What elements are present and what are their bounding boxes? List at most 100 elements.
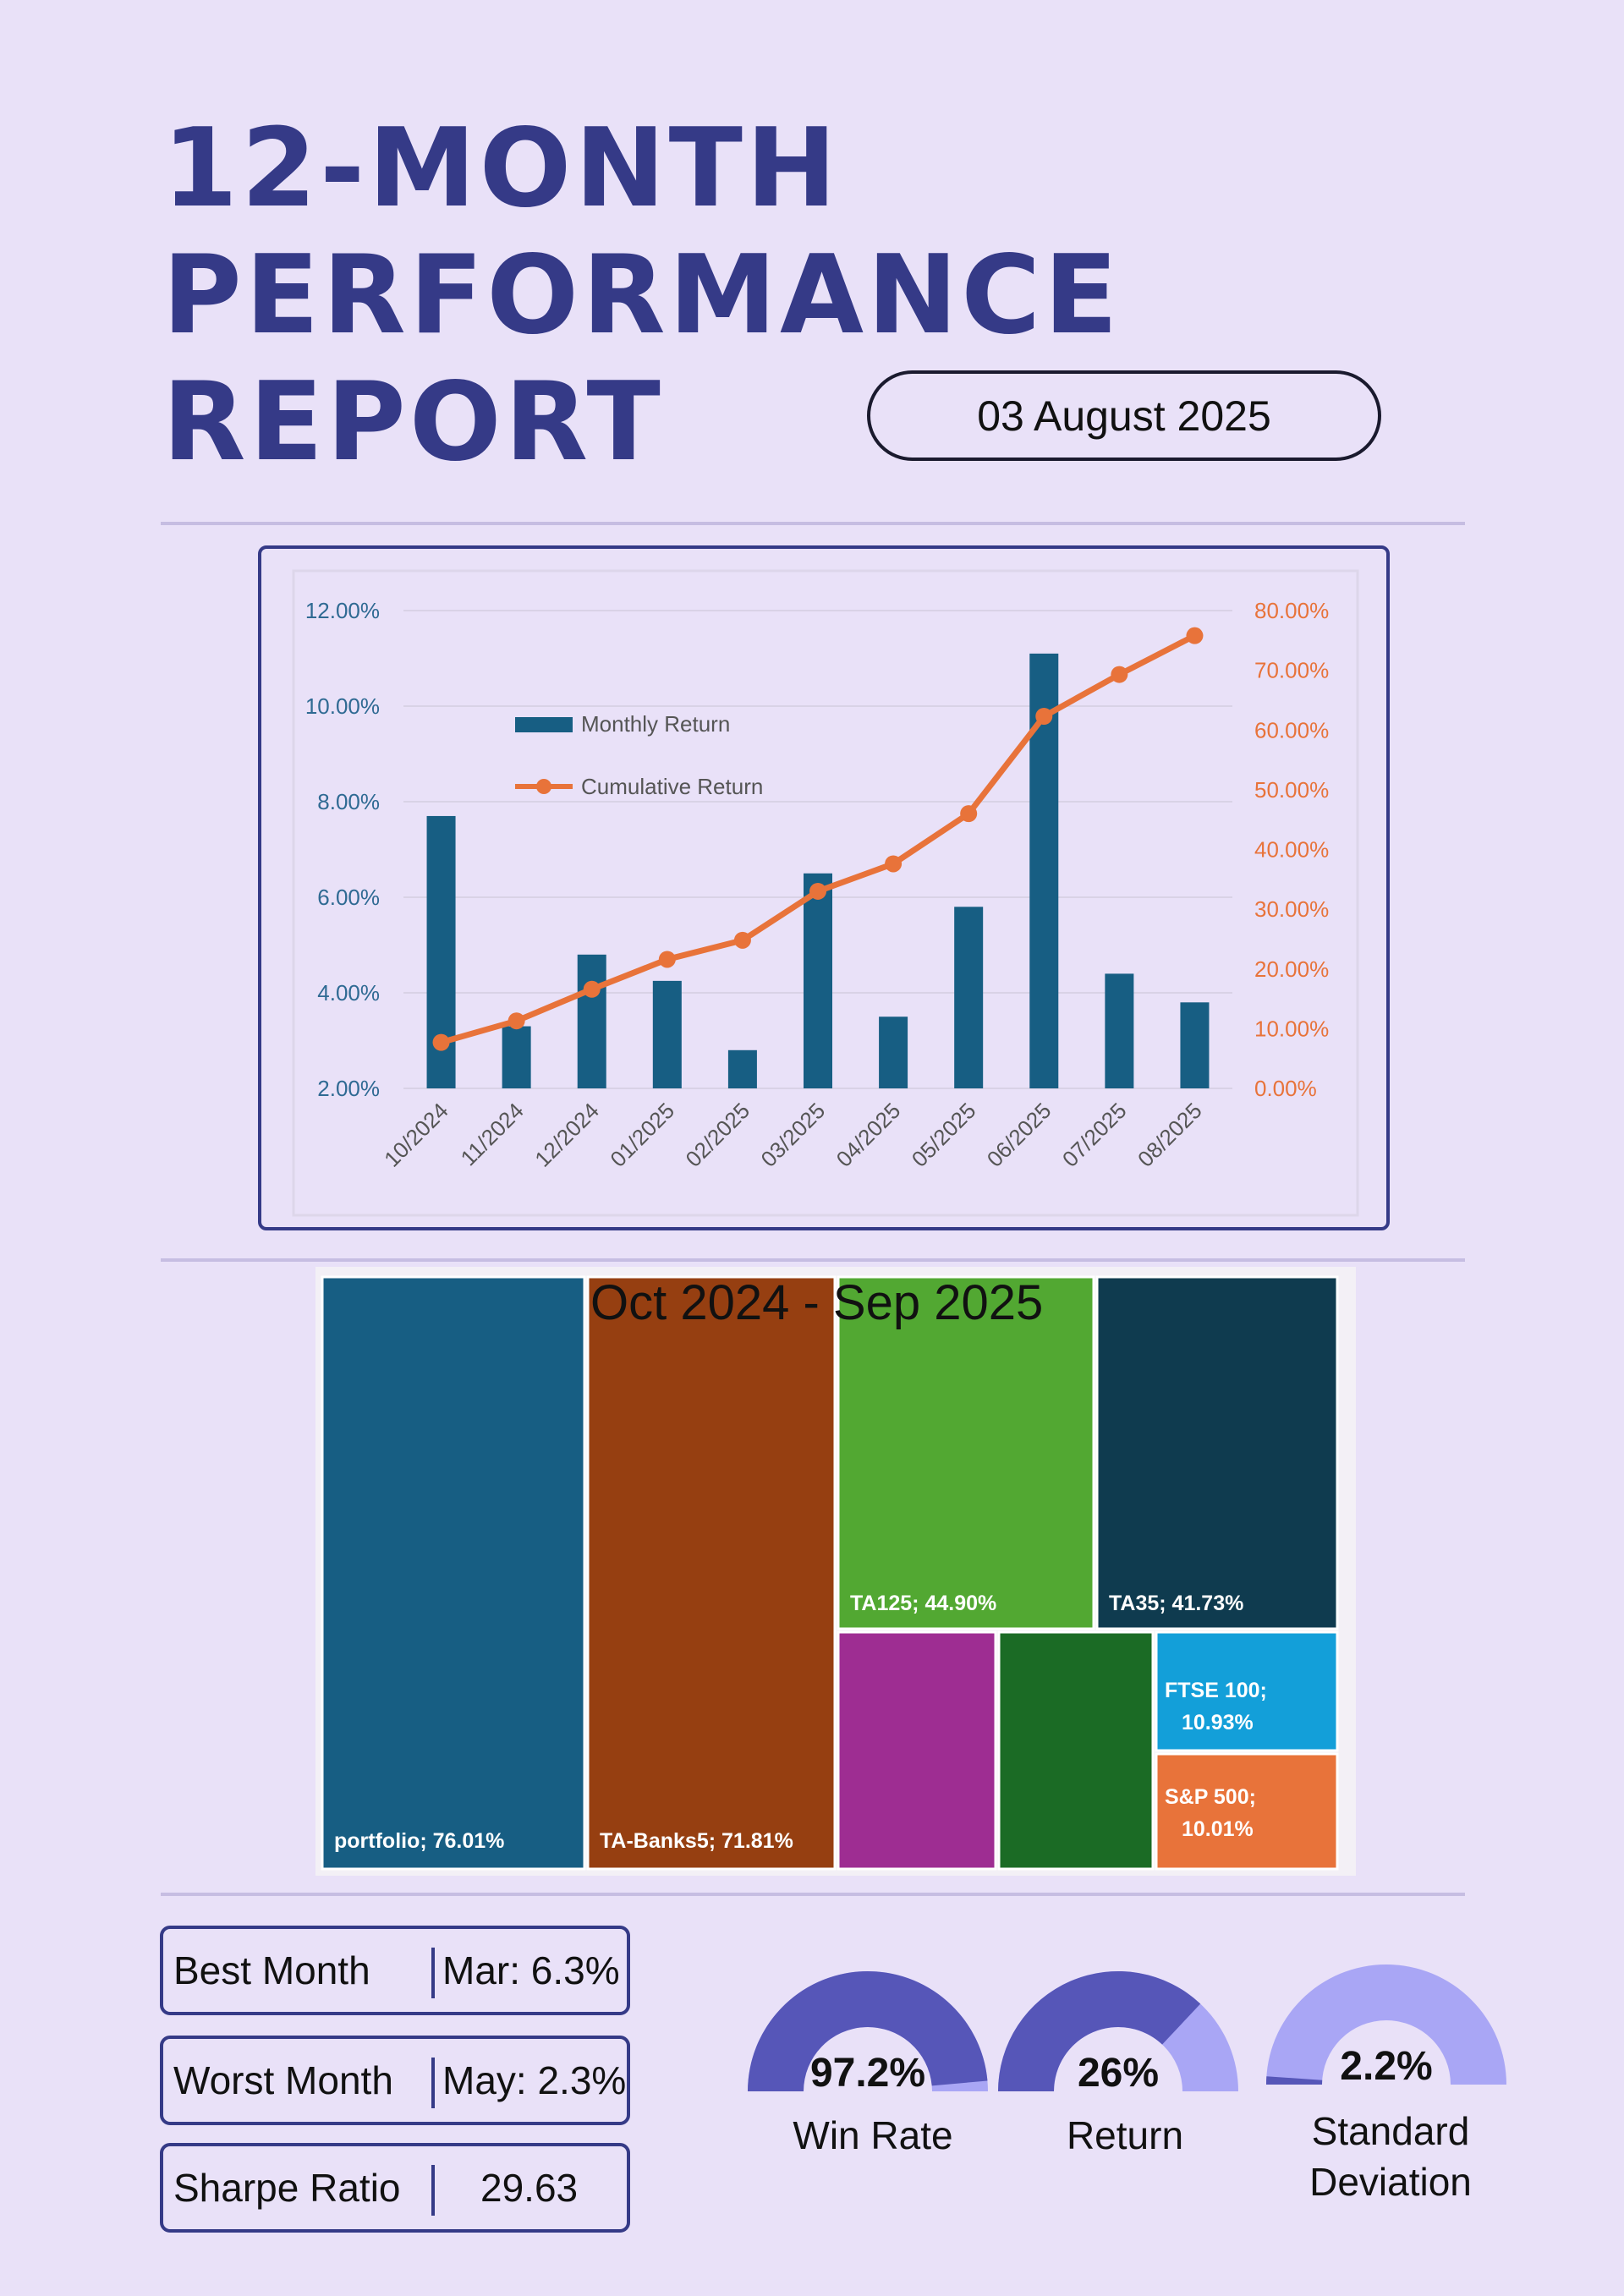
treemap-tile	[1155, 1630, 1339, 1752]
chart-inner-frame	[292, 569, 1359, 1217]
stat-value: May: 2.3%	[442, 2058, 627, 2102]
cumulative-point-03/2025	[809, 882, 826, 900]
bar-07/2025	[1105, 973, 1134, 1088]
cumulative-point-12/2024	[583, 980, 601, 998]
x-tick-label: 06/2025	[982, 1098, 1056, 1172]
stat-sharpe-ratio: Sharpe Ratio 29.63	[160, 2143, 630, 2233]
treemap-label: TA125; 44.90%	[850, 1592, 996, 1615]
cumulative-point-04/2025	[885, 855, 903, 873]
treemap-tile	[837, 1275, 1095, 1630]
treemap-label: TA35; 41.73%	[1109, 1592, 1243, 1615]
stat-label: Sharpe Ratio	[173, 2166, 401, 2210]
y-right-tick-label: 60.00%	[1254, 717, 1329, 743]
x-tick-label: 03/2025	[756, 1098, 831, 1172]
treemap-tile	[837, 1630, 997, 1871]
y-right-tick-label: 50.00%	[1254, 777, 1329, 803]
treemap-tile	[1095, 1275, 1339, 1630]
treemap-label: S&P 500; 10.01%	[1165, 1785, 1256, 1841]
y-left-tick-label: 8.00%	[317, 789, 380, 814]
treemap-title: Oct 2024 - Sep 2025	[590, 1275, 1043, 1330]
report-title: 12-MONTH PERFORMANCE REPORT	[162, 106, 1122, 486]
y-left-tick-label: 6.00%	[317, 885, 380, 910]
stat-value: 29.63	[480, 2166, 579, 2210]
y-right-tick-label: 20.00%	[1254, 956, 1329, 982]
treemap-label: TA-Banks5; 71.81%	[600, 1829, 793, 1853]
cumulative-point-01/2025	[658, 951, 676, 968]
cumulative-point-02/2025	[733, 931, 751, 949]
performance-treemap: portfolio; 76.01% TA-Banks5; 71.81% TA125;…	[315, 1267, 1356, 1876]
bar-05/2025	[954, 907, 984, 1088]
bar-04/2025	[879, 1016, 908, 1088]
bar-02/2025	[727, 1049, 757, 1088]
monthly-return-chart: 2.00% 4.00% 6.00% 8.00% 10.00% 12.00% 0.00% 10.…	[258, 545, 1390, 1230]
combo-chart-svg: 2.00% 4.00% 6.00% 8.00% 10.00% 12.00% 0.00% 10.…	[292, 569, 1359, 1217]
gauge-value: 97.2%	[810, 2051, 925, 2096]
divider	[161, 1258, 1465, 1262]
y-right-tick-label: 40.00%	[1254, 837, 1329, 863]
cumulative-point-08/2025	[1186, 627, 1204, 644]
stat-value: Mar: 6.3%	[442, 1948, 620, 1992]
treemap-tile	[997, 1630, 1155, 1871]
y-right-tick-label: 10.00%	[1254, 1016, 1329, 1041]
x-tick-label: 04/2025	[831, 1098, 906, 1172]
x-tick-label: 08/2025	[1133, 1098, 1207, 1172]
stat-best-month: Best Month Mar: 6.3%	[160, 1926, 630, 2015]
y-right-tick-label: 30.00%	[1254, 896, 1329, 922]
legend-bar-swatch	[515, 717, 573, 732]
stat-worst-month: Worst Month May: 2.3%	[160, 2036, 630, 2125]
title-line-2: PERFORMANCE	[162, 233, 1122, 359]
treemap-label: portfolio; 76.01%	[334, 1829, 504, 1853]
y-right-tick-label: 0.00%	[1254, 1076, 1317, 1101]
bar-03/2025	[804, 873, 832, 1088]
divider	[161, 1893, 1465, 1896]
gauge-value: 26%	[1078, 2051, 1159, 2096]
stat-separator	[431, 2165, 435, 2216]
gauge-fill	[1266, 2076, 1323, 2085]
title-line-1: 12-MONTH	[162, 106, 840, 232]
treemap-label: FTSE 100; 10.93%	[1165, 1679, 1267, 1734]
x-tick-label: 07/2025	[1057, 1098, 1132, 1172]
gauge-fill	[998, 1971, 1201, 2091]
stat-label: Best Month	[173, 1948, 370, 1992]
x-tick-label: 11/2024	[456, 1098, 529, 1170]
title-line-3: REPORT	[162, 359, 664, 485]
gauge-label-win-rate: Win Rate	[793, 2113, 953, 2157]
divider	[161, 522, 1465, 525]
cumulative-point-06/2025	[1035, 708, 1053, 726]
bar-08/2025	[1180, 1002, 1210, 1088]
x-tick-label: 05/2025	[907, 1098, 981, 1172]
bar-11/2024	[502, 1026, 531, 1088]
legend-line-marker	[536, 779, 551, 794]
bar-01/2025	[652, 980, 682, 1088]
gauge-track	[748, 1971, 988, 2091]
report-date: 03 August 2025	[867, 370, 1381, 461]
cumulative-point-11/2024	[508, 1012, 525, 1030]
treemap-svg: portfolio; 76.01% TA-Banks5; 71.81% TA125;…	[321, 1275, 1339, 1871]
gauge-value: 2.2%	[1340, 2044, 1432, 2089]
y-left-tick-label: 2.00%	[317, 1076, 380, 1101]
cumulative-point-07/2025	[1111, 666, 1128, 683]
y-right-tick-label: 70.00%	[1254, 658, 1329, 683]
cumulative-point-05/2025	[960, 805, 978, 823]
x-tick-label: 10/2024	[379, 1098, 453, 1172]
treemap-tile	[586, 1275, 837, 1871]
bar-12/2024	[577, 954, 606, 1088]
y-left-tick-label: 12.00%	[305, 598, 380, 623]
gauge-label-return: Return	[1066, 2113, 1184, 2157]
x-tick-label: 02/2025	[680, 1098, 754, 1172]
stat-separator	[431, 2058, 435, 2108]
y-left-tick-label: 4.00%	[317, 980, 380, 1006]
gauge-track	[1266, 1964, 1506, 2085]
legend-cumulative-return: Cumulative Return	[581, 774, 763, 799]
gauge-label-std-dev: Standard Deviation	[1309, 2109, 1472, 2204]
treemap-tile	[321, 1275, 586, 1871]
gauge-track	[998, 1971, 1238, 2091]
cumulative-point-10/2024	[432, 1033, 450, 1051]
treemap-tile	[1155, 1752, 1339, 1871]
legend-monthly-return: Monthly Return	[581, 711, 730, 737]
stat-separator	[431, 1948, 435, 1998]
y-right-tick-label: 80.00%	[1254, 598, 1329, 623]
x-tick-label: 12/2024	[529, 1098, 604, 1172]
x-tick-label: 01/2025	[605, 1098, 679, 1172]
y-left-tick-label: 10.00%	[305, 693, 380, 719]
